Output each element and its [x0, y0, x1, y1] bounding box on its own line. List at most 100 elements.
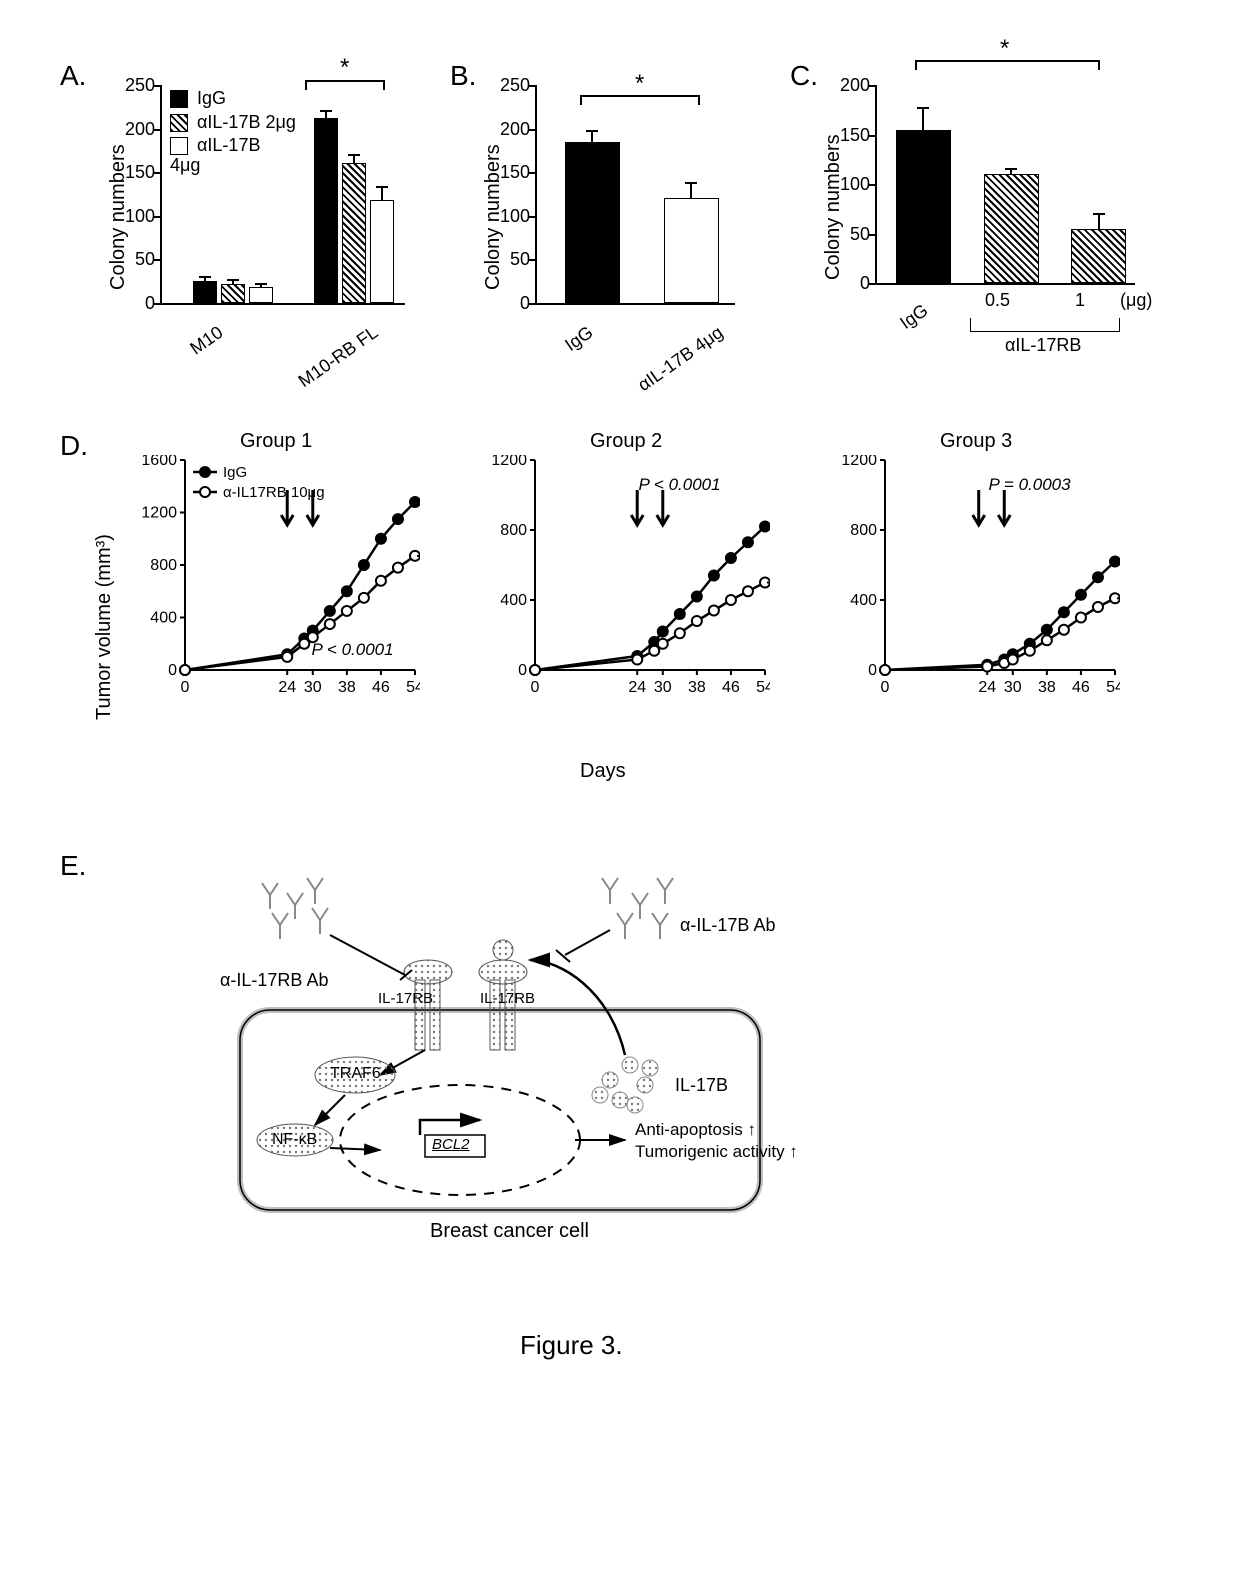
svg-text:46: 46 — [722, 679, 740, 695]
legend-a-igg-label: IgG — [197, 88, 226, 108]
ytick: 0 — [120, 293, 155, 314]
bar — [370, 200, 394, 303]
svg-text:54: 54 — [1106, 679, 1120, 695]
label-il17b: IL-17B — [675, 1075, 728, 1096]
svg-text:24: 24 — [978, 679, 996, 695]
svg-text:IgG: IgG — [223, 464, 247, 481]
svg-text:54: 54 — [406, 679, 420, 695]
panel-b-cat-0: IgG — [536, 322, 597, 374]
ytick: 0 — [495, 293, 530, 314]
ytick: 150 — [120, 162, 155, 183]
panel-a-cat-1: M10-RB FL — [280, 322, 382, 402]
panel-b-sigline-v1 — [580, 95, 582, 105]
svg-text:24: 24 — [628, 679, 646, 695]
panel-c-group-label: αIL-17RB — [1005, 335, 1081, 356]
panel-d-subplot: Group 30400800120002430384654P = 0.0003 — [840, 455, 1120, 765]
panel-a-label: A. — [60, 60, 86, 92]
bar — [221, 284, 245, 303]
panel-c-plot — [875, 85, 1135, 285]
panel-d-subplot: Group 20400800120002430384654P < 0.0001 — [490, 455, 770, 765]
panel-b-cat-1: αIL-17B 4μg — [617, 322, 727, 408]
bar — [342, 163, 366, 303]
panel-c-sigline-v2 — [1098, 60, 1100, 70]
panel-e-diagram: α-IL-17RB Ab α-IL-17B Ab IL-17RB IL-17RB… — [180, 850, 860, 1250]
svg-text:P = 0.0003: P = 0.0003 — [989, 475, 1072, 494]
label-out1: Anti-apoptosis ↑ — [635, 1120, 756, 1140]
svg-text:46: 46 — [1072, 679, 1090, 695]
svg-text:38: 38 — [688, 679, 706, 695]
svg-text:800: 800 — [500, 522, 527, 539]
svg-text:400: 400 — [500, 592, 527, 609]
svg-text:P < 0.0001: P < 0.0001 — [639, 475, 721, 494]
ytick: 50 — [495, 249, 530, 270]
panel-a-cat-0: M10 — [166, 322, 227, 374]
panel-b-star: * — [635, 70, 644, 98]
panel-a-sigline-v1 — [305, 80, 307, 90]
svg-text:1200: 1200 — [841, 455, 877, 469]
svg-text:P < 0.0001: P < 0.0001 — [312, 640, 394, 659]
ytick: 50 — [120, 249, 155, 270]
panel-c-unit: (μg) — [1120, 290, 1152, 311]
panel-e-svg — [180, 850, 860, 1250]
label-rb2: IL-17RB — [480, 990, 535, 1007]
legend-swatch-solid — [170, 90, 188, 108]
panel-d-ylabel: Tumor volume (mm³) — [93, 534, 116, 720]
svg-text:400: 400 — [150, 610, 177, 627]
svg-text:24: 24 — [278, 679, 296, 695]
ytick: 100 — [835, 174, 870, 195]
ytick: 200 — [495, 119, 530, 140]
svg-text:38: 38 — [338, 679, 356, 695]
legend-a-2ug-label: αIL-17B 2μg — [197, 112, 296, 132]
legend-a-igg: IgG — [170, 88, 226, 109]
svg-text:30: 30 — [304, 679, 322, 695]
legend-swatch-hollow — [170, 137, 188, 155]
bar — [565, 142, 620, 303]
panel-a-chart: Colony numbers 050100150200250 IgG αIL-1… — [105, 60, 415, 380]
ytick: 200 — [835, 75, 870, 96]
panel-c-cat-1: 0.5 — [985, 290, 1010, 311]
bar — [249, 287, 273, 303]
label-cell: Breast cancer cell — [430, 1220, 589, 1243]
panel-c-cat-2: 1 — [1075, 290, 1085, 311]
ytick: 250 — [120, 75, 155, 96]
panel-a-star: * — [340, 54, 349, 82]
svg-text:0: 0 — [518, 662, 527, 679]
ytick: 50 — [835, 224, 870, 245]
svg-text:0: 0 — [881, 679, 890, 695]
figure-caption: Figure 3. — [520, 1330, 623, 1361]
panel-d-subplot: Group 104008001200160002430384654P < 0.0… — [140, 455, 420, 765]
svg-text:1200: 1200 — [141, 505, 177, 522]
bar — [193, 281, 217, 303]
panel-b-plot — [535, 85, 735, 305]
ytick: 0 — [835, 273, 870, 294]
panel-c-group-bracket — [970, 318, 1120, 332]
svg-text:1200: 1200 — [491, 455, 527, 469]
subplot-title: Group 1 — [240, 430, 312, 453]
label-ab-rb: α-IL-17RB Ab — [220, 970, 328, 991]
panel-d-label: D. — [60, 430, 88, 462]
ytick: 200 — [120, 119, 155, 140]
svg-text:0: 0 — [868, 662, 877, 679]
svg-text:1600: 1600 — [141, 455, 177, 469]
bar — [896, 130, 951, 283]
svg-text:30: 30 — [654, 679, 672, 695]
ytick: 150 — [495, 162, 530, 183]
svg-text:400: 400 — [850, 592, 877, 609]
panel-d-xlabel: Days — [580, 760, 626, 783]
panel-b-sigline-v2 — [698, 95, 700, 105]
label-out2: Tumorigenic activity ↑ — [635, 1142, 798, 1162]
ytick: 100 — [120, 206, 155, 227]
label-bcl2: BCL2 — [432, 1136, 470, 1153]
panel-c-chart: Colony numbers 050100150200 * IgG 0.5 1 … — [820, 60, 1150, 400]
panel-c-ylabel: Colony numbers — [822, 134, 845, 280]
bar — [1071, 229, 1126, 283]
svg-text:0: 0 — [168, 662, 177, 679]
panel-b-chart: Colony numbers 050100150200250 * IgG αIL… — [480, 60, 760, 380]
svg-text:54: 54 — [756, 679, 770, 695]
legend-a-2ug: αIL-17B 2μg — [170, 112, 296, 133]
panel-a-sigline-v2 — [383, 80, 385, 90]
panel-c-sigline-v1 — [915, 60, 917, 70]
panel-b-label: B. — [450, 60, 476, 92]
panel-c-star: * — [1000, 35, 1009, 63]
svg-text:38: 38 — [1038, 679, 1056, 695]
